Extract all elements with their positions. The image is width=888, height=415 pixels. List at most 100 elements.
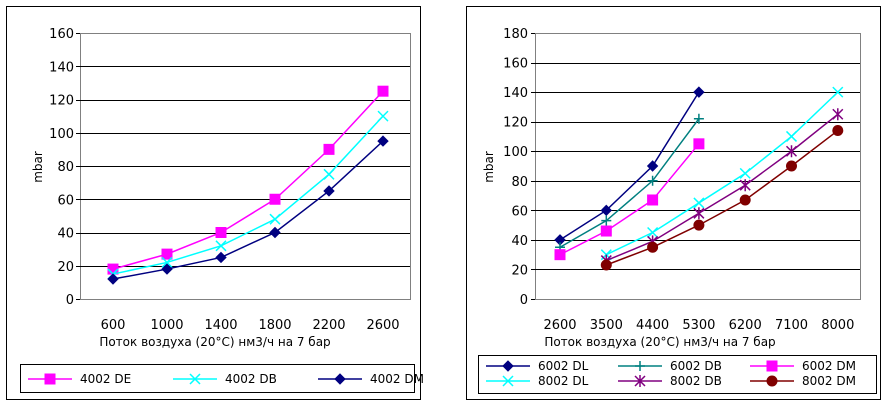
x-tick-label: 2600 [366, 318, 399, 333]
y-tick-label: 120 [503, 116, 528, 131]
y-tick-label: 100 [49, 127, 74, 142]
y-tick-label: 60 [57, 193, 74, 208]
legend-item: 8002 DB [618, 374, 722, 388]
y-tick-label: 100 [503, 145, 528, 160]
data-point [693, 197, 705, 209]
data-point [693, 207, 705, 220]
y-tick-label: 80 [57, 160, 74, 175]
data-point [785, 130, 798, 142]
data-point [785, 145, 798, 158]
legend-label: 8002 DM [802, 374, 856, 388]
data-point [693, 113, 704, 124]
data-point [693, 219, 705, 231]
x-tick-label: 2200 [312, 318, 345, 333]
legend-marker [502, 375, 514, 387]
y-tick-label: 20 [511, 263, 528, 278]
series-line [559, 91, 700, 241]
series-line [559, 143, 700, 256]
legend-label: 8002 DL [538, 374, 589, 388]
x-tick-label: 4400 [636, 318, 669, 333]
legend-marker [634, 375, 646, 387]
y-tick-label: 20 [57, 260, 74, 275]
series-line [112, 90, 384, 270]
chart-2: 0 20 40 60 80 100 120 140 160 180 2600 3500 4400 5300… [466, 6, 881, 400]
data-point [215, 240, 227, 252]
series-8002-db [600, 108, 844, 267]
data-point [693, 86, 705, 98]
series-4002-de [107, 85, 389, 275]
legend-label: 6002 DM [802, 359, 856, 373]
data-point [600, 204, 613, 217]
series-line [606, 129, 839, 266]
data-point [600, 225, 612, 237]
series-line [559, 118, 700, 248]
x-tick-label: 8000 [821, 318, 854, 333]
y-tick-label: 0 [520, 293, 528, 308]
data-point [161, 263, 173, 275]
legend-label: 6002 DL [538, 359, 589, 373]
data-point [215, 251, 227, 264]
legend-marker [334, 373, 346, 385]
data-point [832, 125, 844, 137]
data-point [161, 256, 173, 268]
y-tick-label: 160 [49, 27, 74, 42]
legend-item: 6002 DL [486, 359, 589, 373]
legend-marker [635, 361, 645, 371]
series-line [112, 140, 384, 280]
legend-marker [766, 360, 778, 372]
data-point [647, 226, 659, 239]
data-point [323, 185, 335, 197]
y-tick-label: 60 [511, 204, 528, 219]
data-point [554, 249, 566, 261]
data-point [739, 194, 751, 206]
data-point [647, 175, 658, 186]
x-tick-label: 1400 [204, 318, 237, 333]
legend-box [478, 355, 877, 394]
data-point [377, 135, 389, 147]
series-4002-dm [107, 135, 389, 285]
legend-marker [766, 375, 778, 387]
series-8002-dm [600, 125, 844, 271]
x-tick-label: 600 [101, 318, 126, 333]
x-tick-label: 1800 [258, 318, 291, 333]
legend-item: 8002 DM [750, 374, 856, 388]
legend-item: 4002 DM [318, 372, 424, 386]
data-point [600, 259, 612, 271]
x-tick-label: 1000 [150, 318, 183, 333]
y-tick-label: 40 [511, 234, 528, 249]
data-point [601, 215, 612, 226]
series-line [606, 113, 839, 262]
legend: 6002 DL 6002 DB 6002 DM 8002 DL 8002 DB 8002 … [478, 355, 877, 394]
data-point [269, 213, 281, 225]
series-line [112, 115, 384, 275]
legend-item: 8002 DL [486, 374, 589, 388]
data-point [107, 273, 119, 285]
data-point [215, 227, 227, 238]
legend: 4002 DE 4002 DB 4002 DM [20, 364, 424, 393]
data-point [786, 160, 797, 172]
x-axis-label: Поток воздуха (20°C) нм3/ч на 7 бар [99, 335, 330, 349]
data-point [646, 160, 659, 172]
series-4002-db [107, 110, 389, 280]
y-tick-label: 140 [49, 60, 74, 75]
data-point [693, 138, 705, 150]
y-tick-label: 160 [503, 57, 528, 72]
legend-item: 4002 DB [173, 372, 277, 386]
y-tick-label: 0 [66, 293, 74, 308]
legend-marker [44, 373, 56, 385]
x-tick-label: 2600 [543, 318, 576, 333]
x-tick-label: 5300 [682, 318, 715, 333]
legend-label: 4002 DE [80, 372, 131, 386]
data-point [832, 86, 844, 98]
plot-area [535, 33, 861, 300]
legend-marker [502, 360, 514, 372]
y-tick-label: 140 [503, 86, 528, 101]
data-point [739, 167, 751, 179]
legend-label: 6002 DB [670, 359, 722, 373]
data-point [377, 85, 389, 97]
y-tick-label: 120 [49, 94, 74, 109]
y-tick-label: 180 [503, 27, 528, 42]
legend-item: 6002 DB [618, 359, 722, 373]
